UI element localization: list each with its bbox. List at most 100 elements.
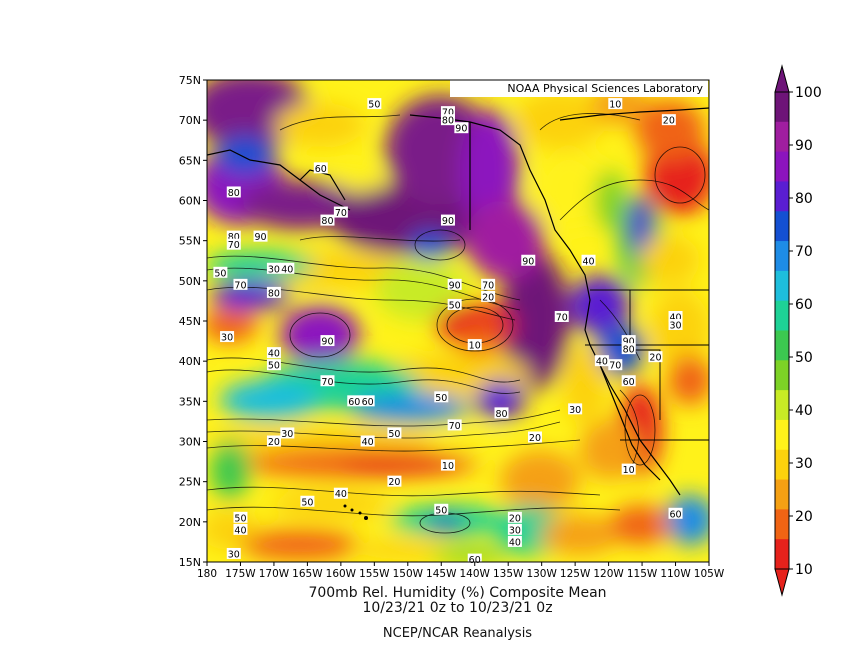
x-tick-label: 155W: [359, 568, 390, 580]
contour-label: 80: [228, 188, 240, 199]
contour-label: 70: [556, 312, 568, 323]
contour-label-bg: [447, 419, 462, 431]
contour-label-bg: [226, 547, 241, 559]
y-axis: 75N 70N 65N 60N 55N 50N 45N 40N 35N 30N 25N 20N 15N: [179, 74, 207, 569]
contour-label: 20: [482, 292, 494, 303]
contour-label: 50: [234, 513, 246, 524]
colorbar-bottom-cap: [774, 568, 790, 597]
colorbar-top-cap: [774, 64, 790, 93]
contour-label: 20: [649, 353, 661, 364]
contour-label: 90: [623, 337, 635, 348]
contour-label: 10: [469, 341, 481, 352]
contour-label: 30: [669, 321, 681, 332]
contour-label: 50: [449, 300, 461, 311]
contour-label: 70: [442, 108, 454, 119]
contour-label-bg: [568, 403, 583, 415]
contour-label: 40: [268, 349, 280, 360]
contour-label: 50: [301, 497, 313, 508]
contour-label: 10: [609, 100, 621, 111]
contour-label: 90: [442, 216, 454, 227]
contour-label-bg: [648, 351, 663, 363]
contour-label-bg: [554, 310, 569, 322]
colorbar-tick-label: 10: [795, 562, 813, 578]
contour-label-bg: [661, 114, 676, 126]
contour-label: 80: [442, 116, 454, 127]
contour-label-bg: [253, 230, 268, 242]
contour-label: 30: [569, 405, 581, 416]
colorbar-tick-label: 90: [795, 138, 813, 154]
colorbar-swatch: [775, 330, 789, 361]
contour-label-bg: [481, 290, 496, 302]
x-tick-label: 140W: [460, 568, 491, 580]
x-tick-label: 165W: [292, 568, 323, 580]
contour-label: 10: [442, 461, 454, 472]
contour-label: 60: [469, 555, 481, 566]
contour-label-bg: [621, 335, 636, 347]
x-tick-label: 145W: [426, 568, 457, 580]
contour-label-bg: [320, 375, 335, 387]
colorbar-swatch: [775, 419, 789, 451]
credit-box: NOAA Physical Sciences Laboratory: [450, 80, 708, 97]
colorbar: 100 90 80 70 60 50 40 30 20 10: [774, 64, 822, 597]
contour-label-bg: [621, 375, 636, 387]
contour-label-bg: [608, 359, 623, 371]
contour-label-bg: [226, 230, 241, 242]
hawaii-islands: [343, 504, 368, 520]
contour-label-bg: [668, 310, 683, 322]
contour-label: 90: [449, 280, 461, 291]
contour-label-bg: [280, 262, 295, 274]
contour-label-bg: [333, 487, 348, 499]
contour-label: 40: [582, 256, 594, 267]
chart-title: 700mb Rel. Humidity (%) Composite Mean: [308, 585, 607, 601]
contour-label-bg: [507, 535, 522, 547]
contour-label-bg: [621, 463, 636, 475]
x-tick-label: 110W: [660, 568, 691, 580]
contour-label: 70: [482, 280, 494, 291]
colorbar-tick-label: 100: [795, 85, 822, 101]
contour-label-bg: [226, 186, 241, 198]
colorbar-swatch: [775, 241, 789, 272]
contour-label-bg: [233, 523, 248, 535]
contour-label-bg: [527, 431, 542, 443]
contour-label-bg: [434, 391, 449, 403]
contour-label-bg: [668, 507, 683, 519]
colorbar-swatch: [775, 300, 789, 331]
contour-label: 80: [623, 345, 635, 356]
contour-label-bg: [440, 214, 455, 226]
x-tick-label: 105W: [694, 568, 725, 580]
colorbar-swatch: [775, 151, 789, 182]
y-tick-label: 30N: [179, 436, 201, 449]
contour-label-bg: [266, 347, 281, 359]
contour-label: 90: [254, 232, 266, 243]
contour-label: 20: [509, 513, 521, 524]
x-tick-label: 120W: [593, 568, 624, 580]
contour-label-bg: [608, 98, 623, 110]
contour-label: 40: [335, 489, 347, 500]
contour-label-bg: [280, 427, 295, 439]
contour-label: 70: [321, 377, 333, 388]
colorbar-tick-label: 40: [795, 403, 813, 419]
colorbar-tick-label: 80: [795, 191, 813, 207]
contour-label-bg: [360, 435, 375, 447]
contour-label-bg: [521, 254, 536, 266]
contour-label: 80: [228, 232, 240, 243]
coastline: [207, 107, 709, 496]
colorbar-tick-label: 60: [795, 297, 813, 313]
contour-label-bg: [507, 511, 522, 523]
colorbar-frame: [774, 91, 790, 570]
contour-label: 50: [268, 361, 280, 372]
contour-label-bg: [313, 162, 328, 174]
contour-label-bg: [266, 435, 281, 447]
contour-label: 50: [214, 268, 226, 279]
contour-label: 80: [268, 288, 280, 299]
contour-label: 20: [663, 116, 675, 127]
contour-label-bg: [434, 503, 449, 515]
contour-label-bg: [333, 206, 348, 218]
y-tick-label: 20N: [179, 516, 201, 529]
y-tick-label: 70N: [179, 114, 201, 127]
contour-label: 50: [435, 505, 447, 516]
x-tick-label: 125W: [560, 568, 591, 580]
colorbar-swatch: [775, 121, 789, 153]
colorbar-tick-label: 50: [795, 350, 813, 366]
